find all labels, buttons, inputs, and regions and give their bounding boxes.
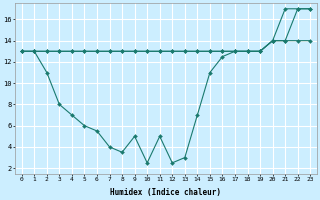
X-axis label: Humidex (Indice chaleur): Humidex (Indice chaleur) [110,188,221,197]
